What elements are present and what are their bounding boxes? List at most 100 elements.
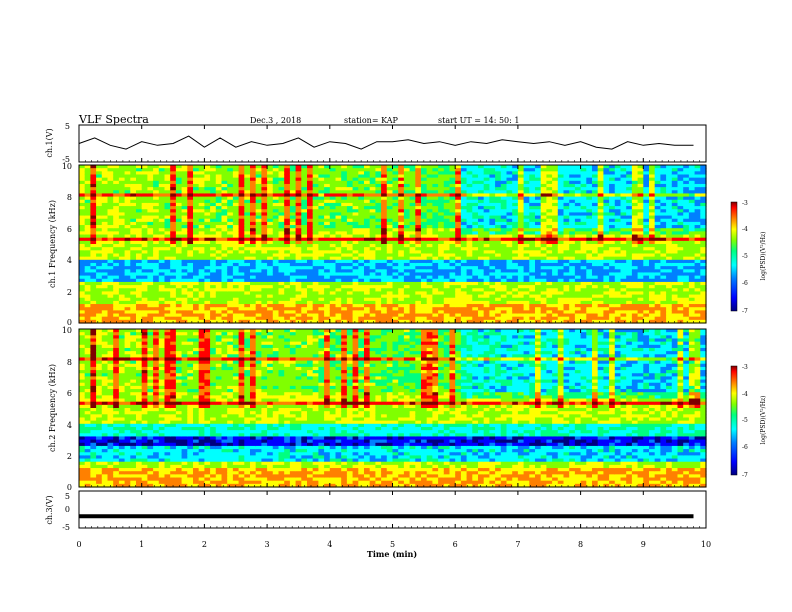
ch1-spectrogram-cell <box>580 291 587 296</box>
ch1-spectrogram-cell <box>592 193 599 198</box>
ch1-spectrogram-cell <box>580 228 587 232</box>
ch1-spectrogram-cell <box>255 256 262 261</box>
ch1-spectrogram-cell <box>495 209 502 213</box>
ch1-spectrogram-cell <box>204 206 211 210</box>
ch1-spectrogram-cell <box>227 174 234 179</box>
ch1-spectrogram-cell <box>432 250 439 255</box>
ch1-spectrogram-cell <box>284 285 291 289</box>
ch1-spectrogram-cell <box>392 304 399 308</box>
ch1-spectrogram-cell <box>335 206 342 210</box>
ch1-spectrogram-cell <box>329 228 337 232</box>
ch1-spectrogram-cell <box>329 174 337 179</box>
ch1-spectrogram-cell <box>227 294 234 299</box>
ch1-spectrogram-cell <box>500 231 508 236</box>
ch1-spectrogram-cell <box>164 262 171 267</box>
ch1-spectrogram-cell <box>574 266 582 270</box>
ch1-spectrogram-cell <box>472 307 479 311</box>
ch1-spectrogram-cell <box>278 275 285 280</box>
ch1-spectrogram-cell <box>500 183 508 188</box>
ch1-spectrogram-cell <box>301 190 308 195</box>
ch1-spectrogram-cell <box>215 250 223 255</box>
ch1-spectrogram-cell <box>124 212 131 217</box>
ch1-spectrogram-cell <box>232 180 240 185</box>
ch1-spectrogram-cell <box>580 244 587 248</box>
ch1-spectrogram-cell <box>603 221 610 226</box>
ch1-spectrogram-cell <box>181 183 188 188</box>
ch1-spectrogram-cell <box>118 259 126 264</box>
ch1-spectrogram-cell <box>147 247 154 251</box>
ch1-spectrogram-cell <box>438 177 445 182</box>
ch1-spectrogram-cell <box>267 319 274 324</box>
ch1-spectrogram-cell <box>198 199 205 204</box>
ch1-spectrogram-cell <box>552 240 559 245</box>
ch1-spectrogram-cell <box>569 221 576 226</box>
ch1-spectrogram-cell <box>198 174 205 179</box>
ch1-spectrogram-cell <box>341 174 348 179</box>
ch1-spectrogram-cell <box>141 218 148 223</box>
ch1-spectrogram-cell <box>301 313 308 318</box>
ch1-spectrogram-cell <box>403 165 411 169</box>
ch1-spectrogram-cell <box>187 165 194 169</box>
ch1-spectrogram-cell <box>267 304 274 308</box>
ch1-spectrogram-cell <box>364 209 371 213</box>
ch1-spectrogram-cell <box>540 240 547 245</box>
ch1-spectrogram-cell <box>335 307 342 311</box>
ch1-spectrogram-cell <box>193 304 200 308</box>
ch1-spectrogram-cell <box>432 266 439 270</box>
ch1-spectrogram-cell <box>415 285 422 289</box>
ch1-spectrogram-cell <box>250 262 257 267</box>
ch1-spectrogram-cell <box>187 174 194 179</box>
ch1-spectrogram-cell <box>175 285 183 289</box>
ch1-spectrogram-cell <box>170 212 177 217</box>
ch1-spectrogram-cell <box>136 240 143 245</box>
ch1-spectrogram-cell <box>403 180 411 185</box>
ch1-spectrogram-cell <box>158 316 166 321</box>
ch1-spectrogram-cell <box>592 281 599 286</box>
ch1-spectrogram-cell <box>84 218 91 223</box>
ch1-spectrogram-cell <box>358 262 365 267</box>
ch1-spectrogram-cell <box>369 266 376 270</box>
ch1-spectrogram-cell <box>130 256 137 261</box>
ch1-spectrogram-cell <box>432 304 439 308</box>
ch1-spectrogram-cell <box>335 183 342 188</box>
ch1-spectrogram-cell <box>124 171 131 176</box>
ch1-spectrogram-cell <box>438 234 445 239</box>
ch1-spectrogram-cell <box>460 259 468 264</box>
ch1-spectrogram-cell <box>295 275 302 280</box>
ch1-spectrogram-cell <box>232 165 240 169</box>
ch1-spectrogram-cell <box>597 266 604 270</box>
ch1-spectrogram-cell <box>626 310 633 315</box>
ch1-spectrogram-cell <box>603 256 610 261</box>
ch1-spectrogram-cell <box>597 262 604 267</box>
ch1-spectrogram-cell <box>244 275 251 280</box>
ch1-spectrogram-cell <box>335 209 342 213</box>
ch1-spectrogram-cell <box>141 240 148 245</box>
ch1-spectrogram-cell <box>495 304 502 308</box>
ch1-spectrogram-cell <box>181 234 188 239</box>
ch1-spectrogram-cell <box>272 196 280 201</box>
ch1-spectrogram-cell <box>415 193 422 198</box>
ch1-spectrogram-cell <box>261 228 268 232</box>
ch1-spectrogram-cell <box>443 215 451 220</box>
ch1-spectrogram-cell <box>278 288 285 292</box>
ch1-spectrogram-cell <box>175 256 183 261</box>
ch1-spectrogram-cell <box>198 297 205 302</box>
ch1-spectrogram-cell <box>244 256 251 261</box>
ch1-spectrogram-cell <box>472 165 479 169</box>
ch1-spectrogram-cell <box>255 165 262 169</box>
ch1-spectrogram-cell <box>130 300 137 305</box>
ch1-spectrogram-cell <box>79 294 86 299</box>
ch1-spectrogram-cell <box>466 294 473 299</box>
ch1-spectrogram-cell <box>307 174 314 179</box>
ch1-spectrogram-cell <box>352 171 359 176</box>
ch1-spectrogram-cell <box>96 168 103 172</box>
ch1-spectrogram-cell <box>409 209 416 213</box>
ch1-spectrogram-cell <box>603 177 610 182</box>
ch1-spectrogram-cell <box>609 275 616 280</box>
ch1-spectrogram-cell <box>352 304 359 308</box>
ch1-spectrogram-cell <box>170 225 177 229</box>
ch1-spectrogram-cell <box>181 231 188 236</box>
ch1-spectrogram-cell <box>369 168 376 172</box>
ch1-spectrogram-cell <box>193 183 200 188</box>
ch1-spectrogram-cell <box>586 275 593 280</box>
